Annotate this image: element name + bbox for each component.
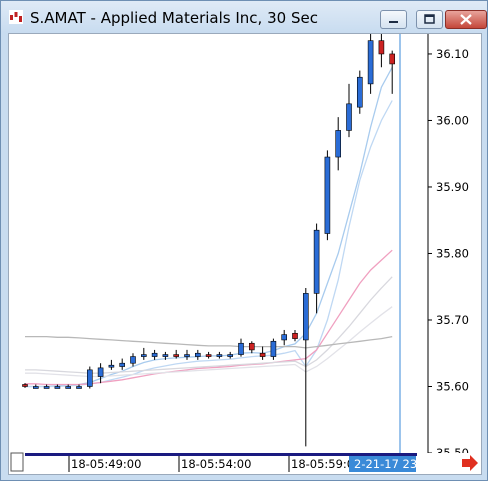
time-tick-label: 18-05:49:00 [71,457,141,471]
indicator-lines [25,66,393,388]
candle [173,349,179,359]
candle [54,384,61,389]
indicator-line-4 [25,306,393,378]
candle [249,341,255,354]
price-tick-label: 36.00 [436,113,469,127]
candle [32,384,39,389]
time-tick-label: 18-05:54:00 [181,457,251,471]
candle [313,223,320,314]
maximize-icon [424,14,435,24]
candle [335,117,342,171]
scroll-thumb[interactable] [10,452,24,472]
candle [259,346,266,360]
price-tick-label: 35.70 [436,313,469,327]
candle [22,383,28,388]
candle [43,384,50,389]
candle [270,338,277,360]
minimize-icon [389,21,398,23]
candle [151,349,158,360]
candle [195,349,201,360]
price-tick-label: 35.90 [436,180,469,194]
minimize-button[interactable] [380,10,407,29]
candle [205,351,212,359]
cursor-time-label: 2-21-17 23:34:00 [354,457,454,471]
candle [389,50,396,94]
candle [346,83,352,138]
title-bar[interactable]: S.AMAT - Applied Materials Inc, 30 Sec [1,1,487,33]
candle [141,347,147,360]
close-icon [460,14,472,25]
candle [76,384,82,389]
candle [184,349,190,360]
time-tick-label: 18-05:59:00 [291,457,361,471]
candle [356,70,363,114]
candle [238,338,244,357]
price-tick-label: 35.80 [436,246,469,260]
close-button[interactable] [445,10,487,29]
candle [65,384,72,389]
candle [130,353,136,367]
candle [378,34,385,68]
candle [302,288,309,447]
chart-app-icon [9,10,23,24]
candle [216,351,223,359]
candle [97,363,104,384]
candle [281,329,288,346]
price-tick-label: 35.60 [436,379,469,393]
candles [22,34,396,447]
candle [87,366,93,389]
maximize-button[interactable] [416,10,443,29]
red-arrow-right-icon[interactable] [462,455,478,471]
cursor-time-tag [349,456,416,472]
candle [367,34,374,94]
price-tick-label: 36.10 [436,47,469,61]
indicator-line-3 [25,276,393,374]
candle [292,329,298,342]
window-title: S.AMAT - Applied Materials Inc, 30 Sec [30,9,318,27]
indicator-line-2 [25,249,393,386]
candle [324,150,331,241]
candle [227,351,233,359]
candle [108,359,115,370]
scroll-track[interactable] [25,453,417,456]
indicator-line-5 [25,335,393,349]
candle [162,351,169,360]
time-axis-labels: 18-05:49:00 18-05:54:00 18-05:59:00 [68,456,361,472]
candle [119,358,125,370]
